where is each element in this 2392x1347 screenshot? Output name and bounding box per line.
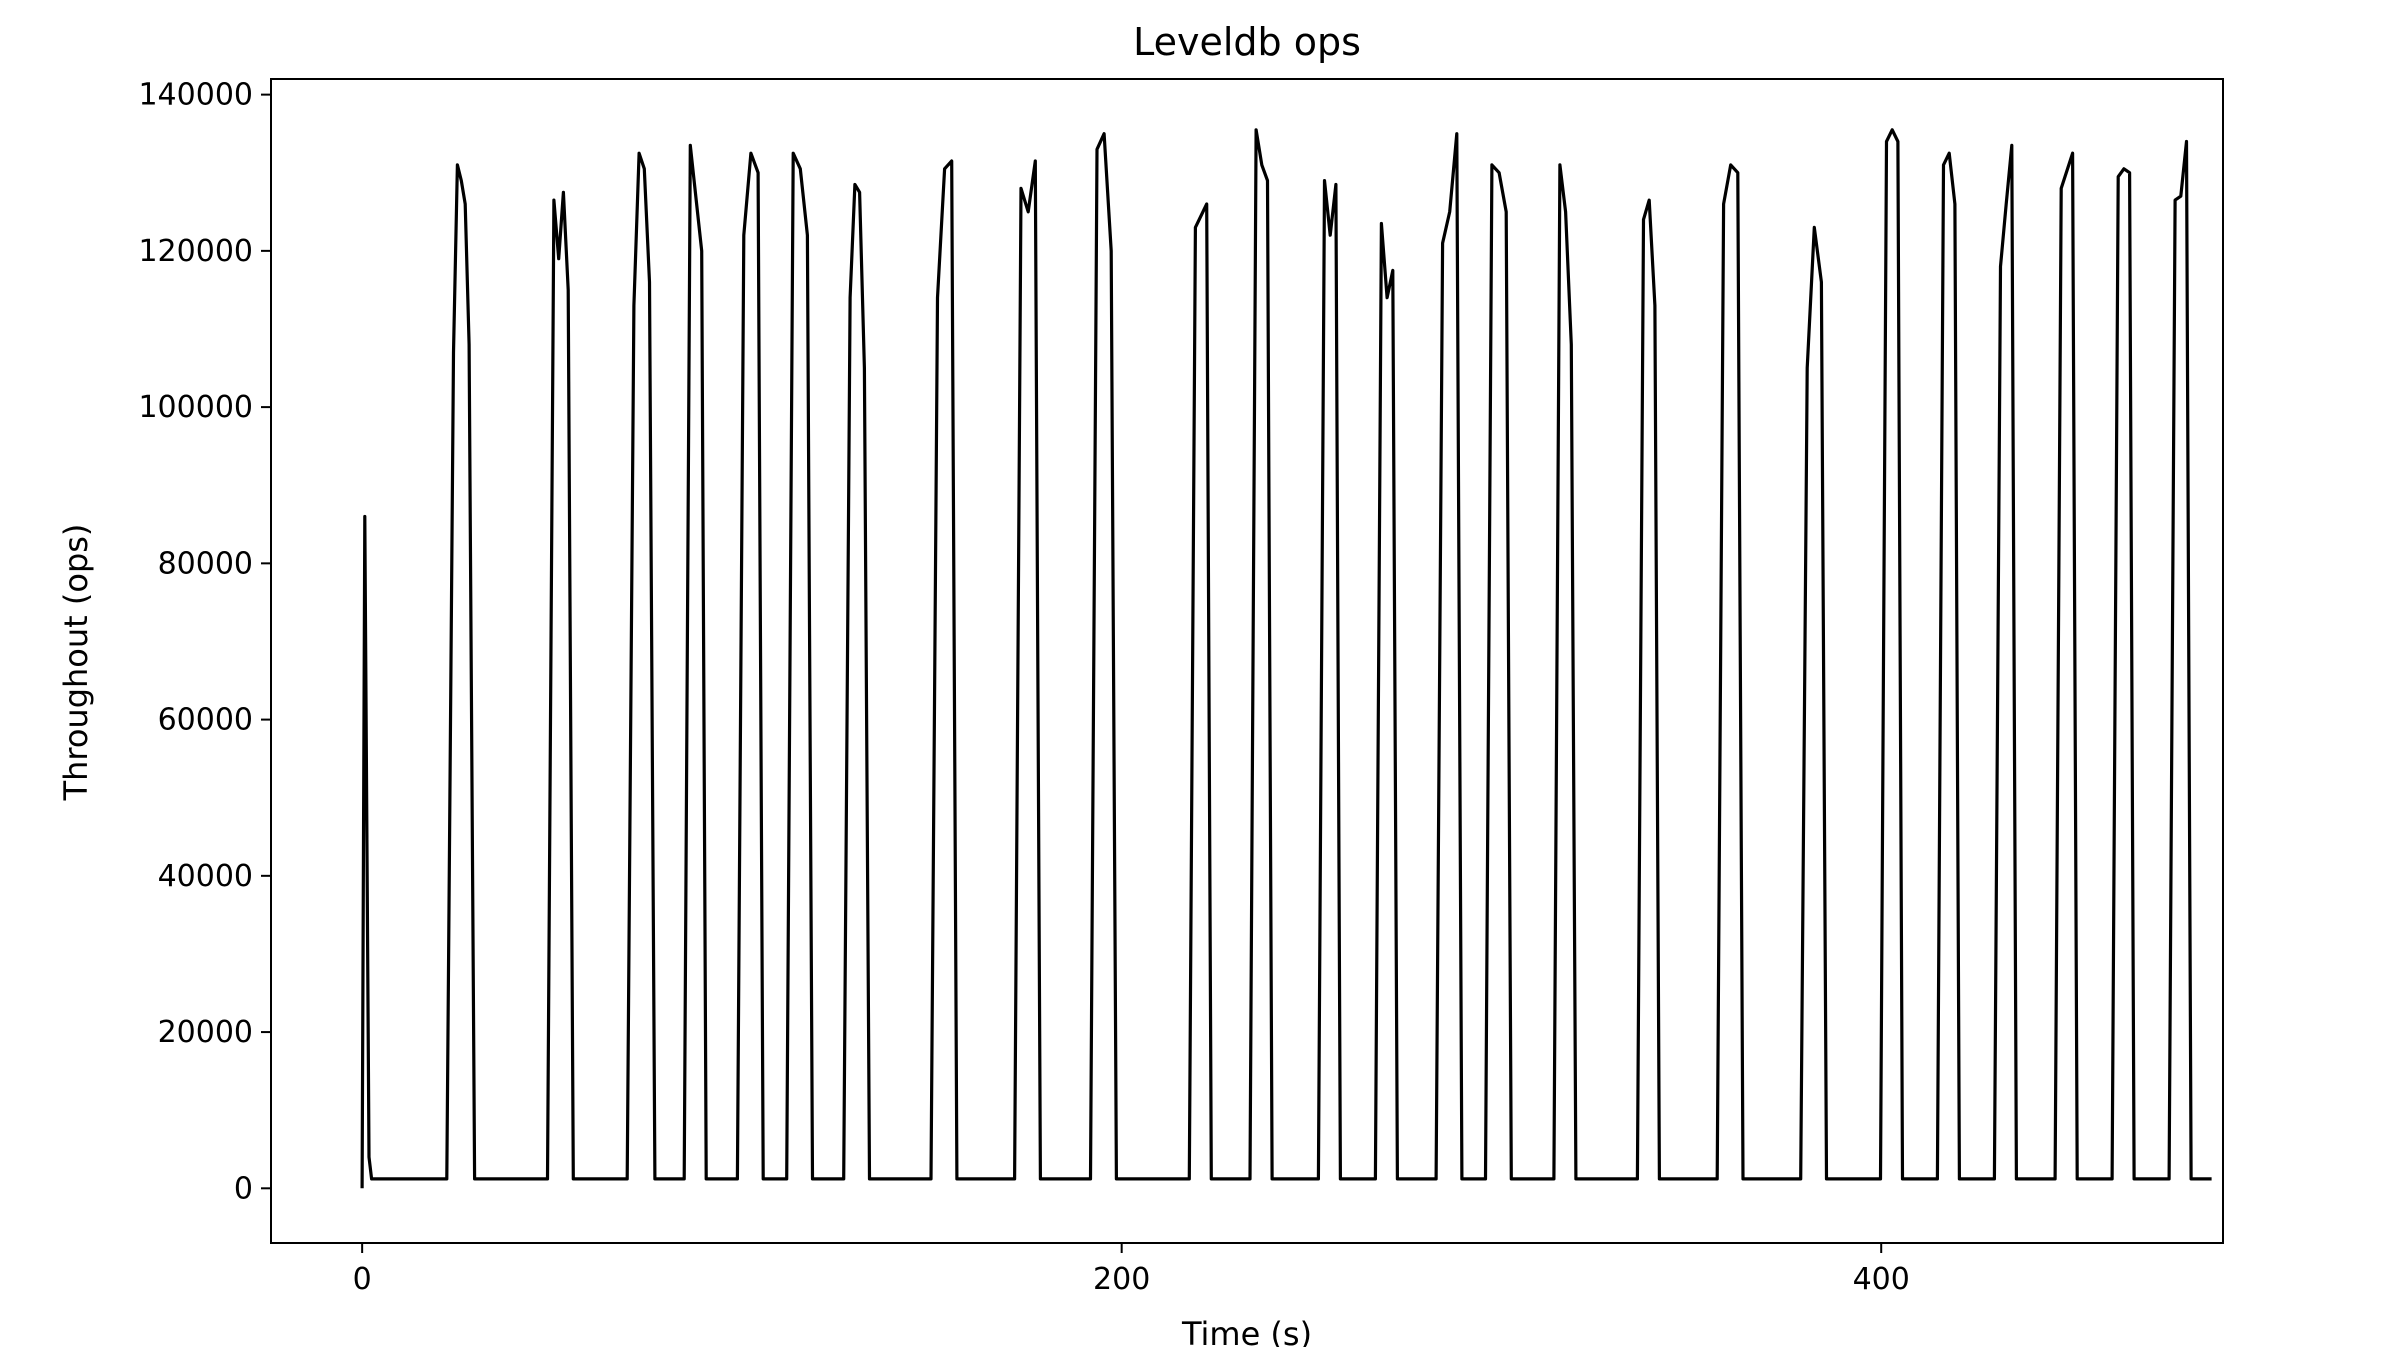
series-line [360, 128, 2212, 1189]
x-axis-label: Time (s) [1181, 1315, 1312, 1347]
x-tick-label: 0 [353, 1262, 372, 1297]
y-tick-label: 120000 [138, 234, 253, 269]
y-tick-label: 20000 [158, 1015, 253, 1050]
x-tick-label: 200 [1093, 1262, 1150, 1297]
y-tick-label: 60000 [158, 703, 253, 738]
x-tick-label: 400 [1853, 1262, 1910, 1297]
x-axis: 0 200 400 [353, 1243, 1910, 1297]
chart-title: Leveldb ops [1133, 20, 1361, 64]
y-axis-label: Throughout (ops) [57, 524, 95, 802]
y-axis: 0 20000 40000 60000 80000 100000 120000 140000 [138, 78, 271, 1206]
y-tick-label: 140000 [138, 78, 253, 113]
y-tick-label: 100000 [138, 390, 253, 425]
y-tick-label: 0 [234, 1171, 253, 1206]
y-tick-label: 80000 [158, 546, 253, 581]
plot-frame [270, 78, 2224, 1244]
y-tick-label: 40000 [158, 859, 253, 894]
